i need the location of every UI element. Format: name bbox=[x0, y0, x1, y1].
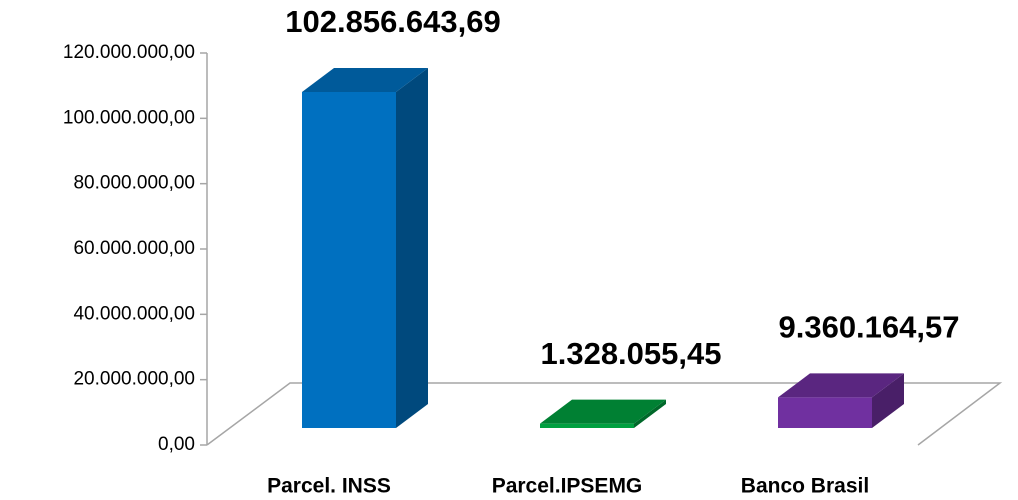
bar bbox=[540, 399, 666, 428]
value-label: 1.328.055,45 bbox=[540, 336, 721, 371]
value-label: 9.360.164,57 bbox=[778, 310, 959, 345]
bar-front bbox=[540, 423, 634, 428]
bar-top bbox=[778, 373, 904, 398]
x-tick-label: Parcel. INSS bbox=[267, 475, 391, 498]
bar bbox=[302, 68, 428, 428]
y-tick-label: 80.000.000,00 bbox=[73, 173, 195, 194]
y-tick-label: 40.000.000,00 bbox=[73, 303, 195, 324]
value-label: 102.856.643,69 bbox=[285, 4, 501, 39]
bar bbox=[778, 373, 904, 428]
bar-side bbox=[396, 68, 428, 428]
x-tick-label: Parcel.IPSEMG bbox=[492, 475, 643, 498]
bar-front bbox=[778, 397, 872, 428]
bar-side bbox=[872, 373, 904, 428]
y-tick-label: 60.000.000,00 bbox=[73, 238, 195, 259]
bar-top bbox=[540, 399, 666, 424]
floor-outline bbox=[206, 382, 1003, 446]
bar-side bbox=[634, 399, 666, 428]
y-tick-label: 20.000.000,00 bbox=[73, 369, 195, 390]
x-tick-label: Banco Brasil bbox=[741, 475, 869, 498]
y-tick-label: 0,00 bbox=[158, 434, 195, 455]
floor bbox=[206, 382, 1003, 446]
bar-top bbox=[302, 68, 428, 93]
bar-front bbox=[302, 92, 396, 428]
y-tick-label: 120.000.000,00 bbox=[63, 42, 195, 63]
y-tick-label: 100.000.000,00 bbox=[63, 107, 195, 128]
